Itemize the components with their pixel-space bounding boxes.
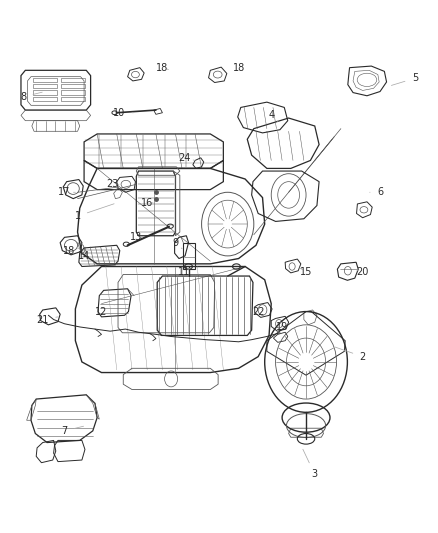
Bar bbox=[184, 243, 195, 269]
Text: 2: 2 bbox=[335, 347, 366, 361]
Text: 8: 8 bbox=[20, 92, 42, 102]
Bar bbox=[33, 78, 57, 82]
Text: 18: 18 bbox=[156, 63, 169, 72]
Text: 18: 18 bbox=[233, 63, 245, 72]
Text: 3: 3 bbox=[303, 449, 318, 479]
Bar bbox=[61, 91, 85, 95]
Text: 23: 23 bbox=[106, 179, 119, 189]
Text: 5: 5 bbox=[392, 73, 418, 85]
Text: 11: 11 bbox=[178, 267, 191, 277]
Text: 15: 15 bbox=[300, 267, 312, 277]
Text: 17: 17 bbox=[58, 187, 75, 197]
Bar bbox=[61, 78, 85, 82]
Text: 6: 6 bbox=[370, 187, 383, 197]
Text: 20: 20 bbox=[357, 267, 369, 277]
Text: 24: 24 bbox=[178, 153, 195, 163]
Bar bbox=[33, 97, 57, 101]
Text: 19: 19 bbox=[276, 322, 288, 333]
Text: 16: 16 bbox=[141, 198, 153, 208]
Text: 7: 7 bbox=[61, 426, 84, 436]
Bar bbox=[33, 91, 57, 95]
Bar bbox=[61, 97, 85, 101]
Text: 12: 12 bbox=[95, 305, 114, 317]
Text: 18: 18 bbox=[63, 246, 80, 256]
Text: 10: 10 bbox=[113, 108, 134, 118]
Text: 13: 13 bbox=[130, 232, 142, 243]
Text: 9: 9 bbox=[173, 238, 182, 249]
Bar bbox=[33, 84, 57, 88]
Bar bbox=[61, 84, 85, 88]
Text: 4: 4 bbox=[268, 110, 278, 122]
Text: 1: 1 bbox=[74, 204, 114, 221]
Text: 22: 22 bbox=[252, 306, 265, 317]
Text: 14: 14 bbox=[78, 251, 97, 261]
Text: 21: 21 bbox=[36, 314, 58, 325]
